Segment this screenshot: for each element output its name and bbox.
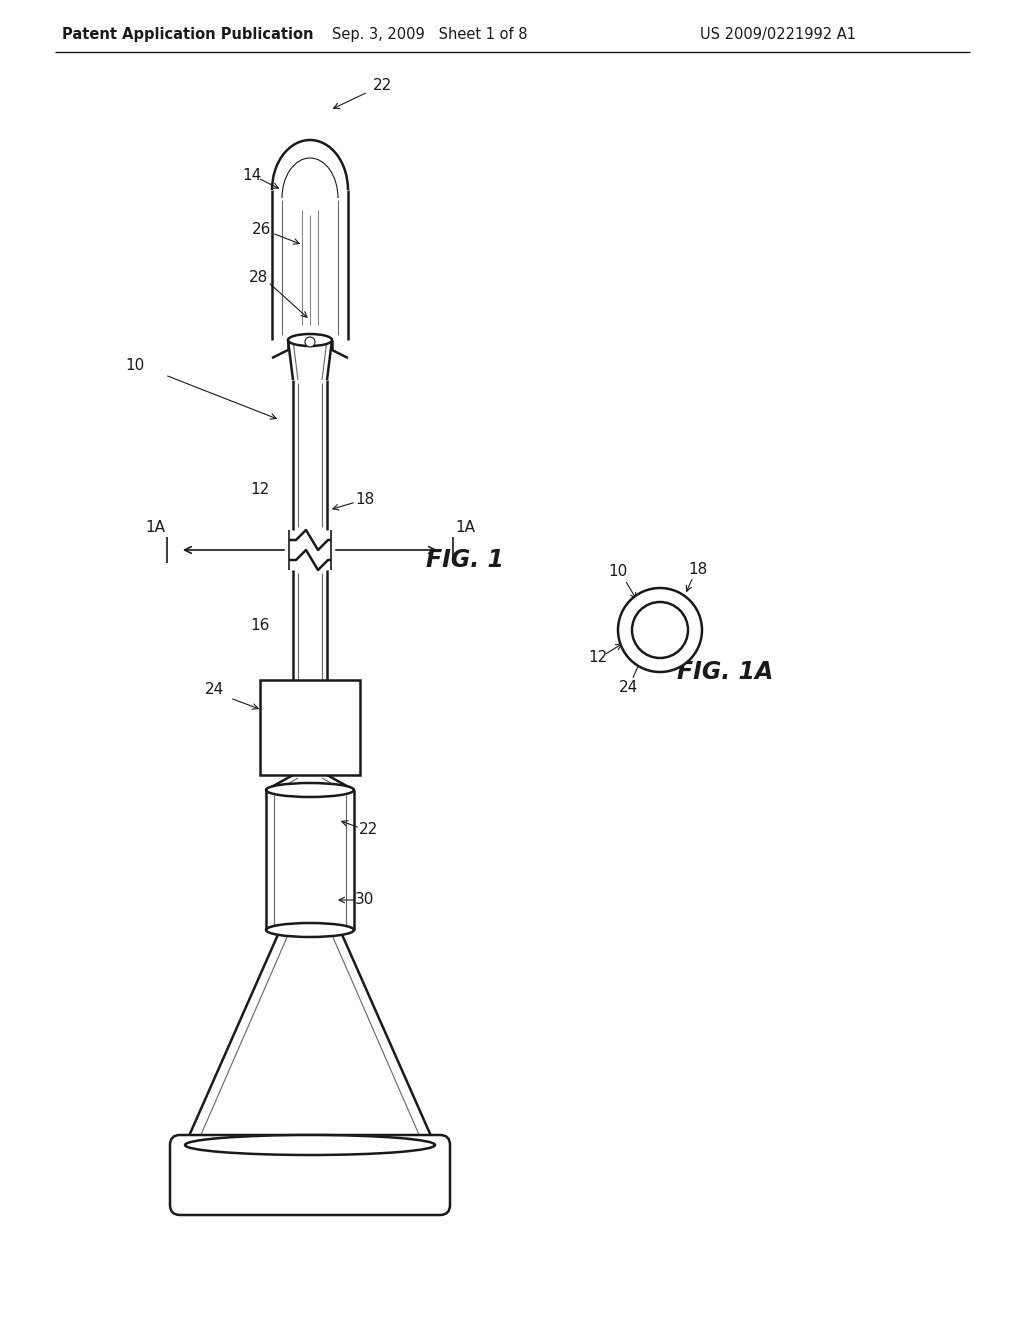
Text: FIG. 1: FIG. 1 (426, 548, 504, 572)
FancyBboxPatch shape (170, 1135, 450, 1214)
Text: 24: 24 (206, 682, 224, 697)
Circle shape (618, 587, 702, 672)
Text: 10: 10 (608, 565, 628, 579)
Circle shape (632, 602, 688, 657)
Ellipse shape (288, 334, 332, 346)
Text: 28: 28 (249, 271, 267, 285)
Text: Patent Application Publication: Patent Application Publication (62, 28, 313, 42)
Text: 16: 16 (250, 618, 269, 632)
Text: 12: 12 (589, 651, 607, 665)
Text: 22: 22 (358, 822, 378, 837)
Text: 18: 18 (355, 492, 375, 507)
Text: FIG. 1A: FIG. 1A (677, 660, 773, 684)
Ellipse shape (266, 783, 354, 797)
Text: 10: 10 (125, 358, 144, 372)
Text: 30: 30 (355, 892, 375, 908)
Ellipse shape (185, 1135, 435, 1155)
Text: 24: 24 (618, 681, 638, 696)
Text: 1A: 1A (455, 520, 475, 536)
Text: 12: 12 (251, 483, 269, 498)
Text: 18: 18 (688, 562, 708, 578)
Text: 1A: 1A (145, 520, 165, 536)
Text: US 2009/0221992 A1: US 2009/0221992 A1 (700, 28, 856, 42)
Text: 22: 22 (373, 78, 391, 92)
FancyBboxPatch shape (260, 680, 360, 775)
Ellipse shape (266, 923, 354, 937)
Text: Sep. 3, 2009   Sheet 1 of 8: Sep. 3, 2009 Sheet 1 of 8 (332, 28, 527, 42)
Text: 26: 26 (252, 223, 271, 238)
Text: 14: 14 (243, 168, 261, 182)
Circle shape (305, 337, 315, 347)
